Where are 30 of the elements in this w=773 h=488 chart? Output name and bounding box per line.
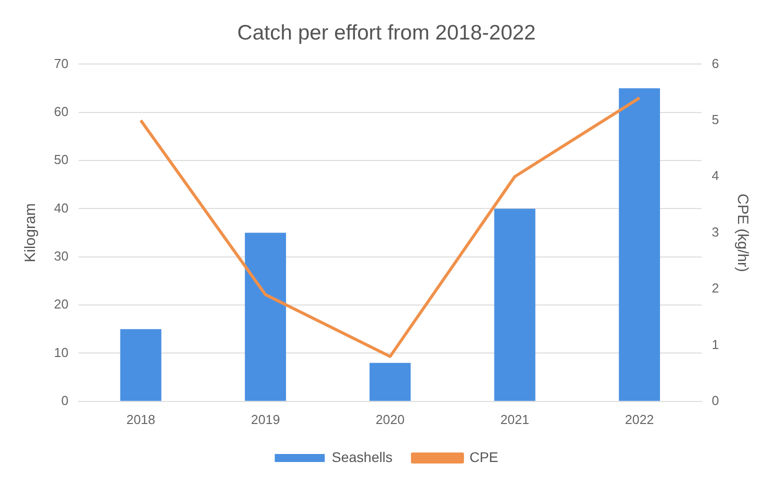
bar xyxy=(494,208,536,401)
bar xyxy=(618,88,660,401)
y-axis-title: Kilogram xyxy=(22,203,40,262)
bar xyxy=(244,232,286,401)
y-tick-label: 60 xyxy=(54,104,68,119)
y-tick-label: 70 xyxy=(54,56,68,71)
y-tick-label: 50 xyxy=(54,152,68,168)
y2-tick-label: 3 xyxy=(712,224,720,240)
y2-tick-label: 1 xyxy=(712,336,720,352)
chart-title: Catch per effort from 2018-2022 xyxy=(237,21,536,44)
x-tick-label: 2018 xyxy=(126,412,156,427)
y2-tick-label: 5 xyxy=(712,112,720,127)
y-tick-label: 40 xyxy=(54,200,68,216)
y2-tick-label: 6 xyxy=(712,56,720,71)
bar xyxy=(370,362,411,401)
y-tick-label: 0 xyxy=(61,392,68,408)
y-tick-label: 30 xyxy=(54,248,68,264)
bar xyxy=(120,329,162,401)
y-tick-label: 10 xyxy=(54,344,68,360)
x-tick-label: 2022 xyxy=(624,412,654,427)
legend-label: CPE xyxy=(469,448,498,465)
y2-axis-title: CPE (kg/hr) xyxy=(734,194,751,272)
x-tick-label: 2021 xyxy=(500,412,530,427)
x-tick-label: 2019 xyxy=(250,412,280,427)
y2-tick-label: 0 xyxy=(712,392,720,408)
y2-tick-label: 2 xyxy=(712,280,720,296)
y2-tick-label: 4 xyxy=(712,168,720,184)
x-tick-label: 2020 xyxy=(376,412,405,427)
y-tick-label: 20 xyxy=(54,296,68,312)
legend-label: Seashells xyxy=(332,448,392,465)
